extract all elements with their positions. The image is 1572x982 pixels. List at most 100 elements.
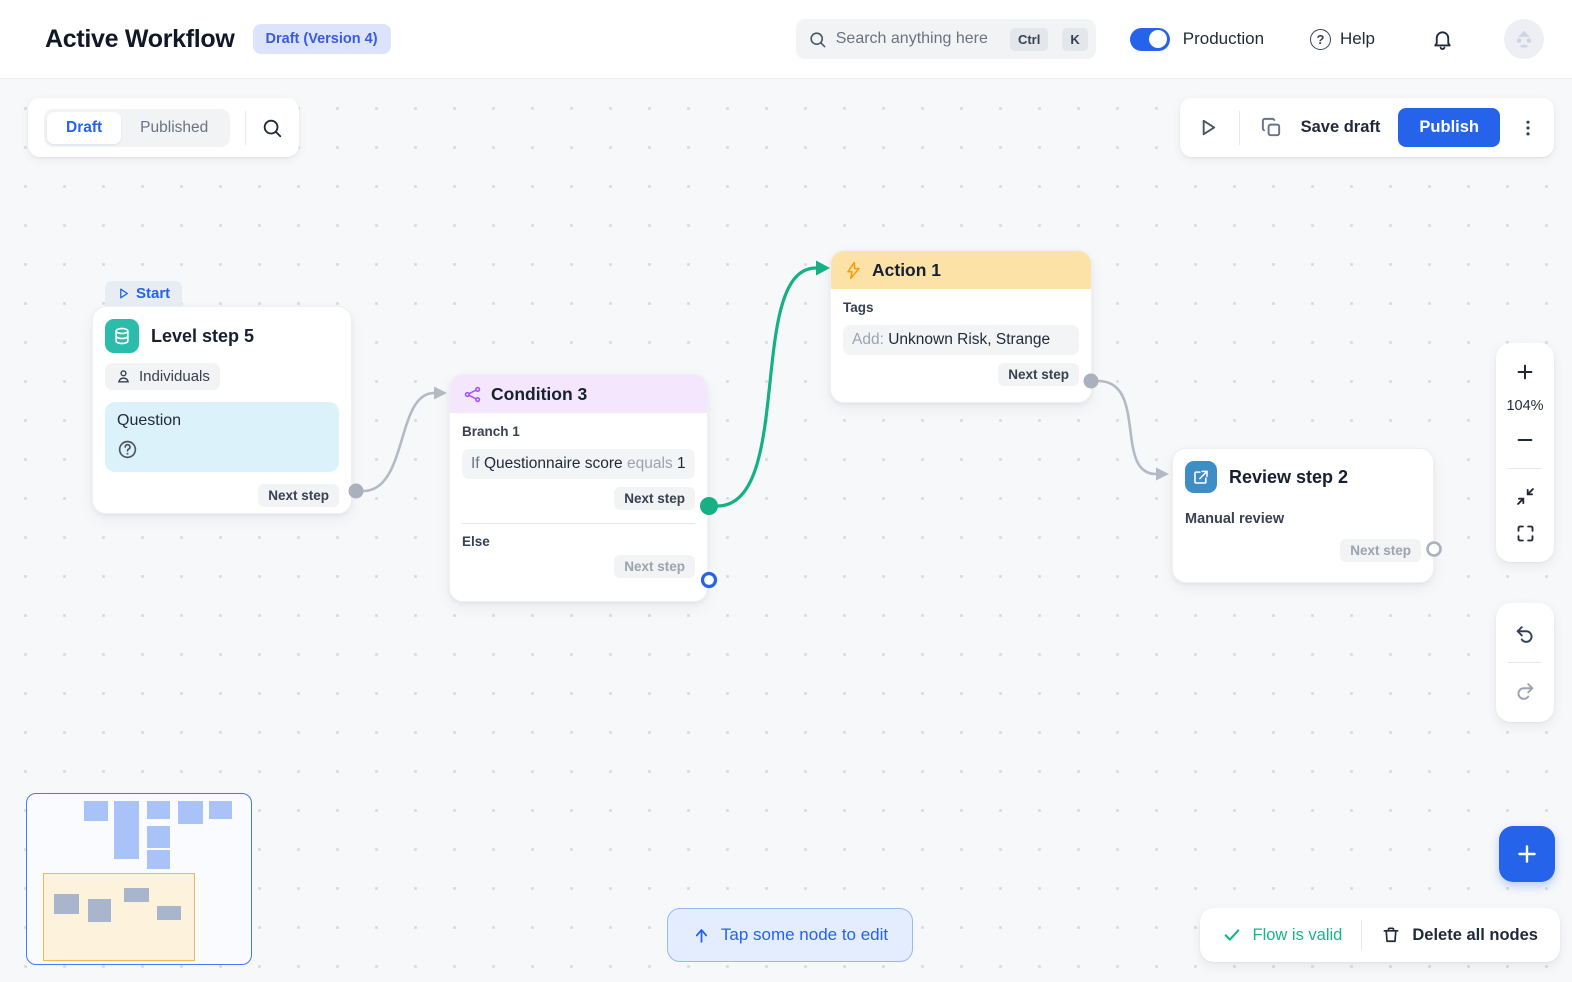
workflow-actions-card: Save draft Publish xyxy=(1179,98,1554,157)
flow-status-bar: Flow is valid Delete all nodes xyxy=(1199,908,1560,962)
divider xyxy=(1361,920,1363,950)
fullscreen-icon[interactable] xyxy=(1515,515,1536,552)
flow-valid-label: Flow is valid xyxy=(1252,925,1343,944)
branch-label: Branch 1 xyxy=(462,424,520,439)
tap-node-hint-button[interactable]: Tap some node to edit xyxy=(667,908,913,962)
node-title: Condition 3 xyxy=(491,383,588,404)
fit-view-icon[interactable] xyxy=(1515,478,1536,515)
branch-next-step-handle[interactable]: Next step xyxy=(614,487,695,510)
minimap-node xyxy=(84,801,108,821)
zoom-controls-panel: 104% xyxy=(1496,343,1554,562)
start-marker: Start xyxy=(105,281,183,310)
global-search-input[interactable]: Search anything here Ctrl K xyxy=(795,19,1096,59)
divider xyxy=(1238,110,1240,145)
review-next-step-handle[interactable]: Next step xyxy=(1340,539,1421,562)
trash-icon xyxy=(1383,927,1399,943)
edge-arrowhead xyxy=(434,386,447,400)
canvas-search-button[interactable] xyxy=(261,117,283,139)
production-toggle[interactable] xyxy=(1129,27,1170,51)
zoom-in-button[interactable] xyxy=(1514,353,1536,391)
minimap-node xyxy=(147,801,170,819)
node-condition[interactable]: Condition 3 Branch 1 If Questionnaire sc… xyxy=(449,374,708,602)
minimap-node xyxy=(114,801,139,859)
shortcut-key-ctrl: Ctrl xyxy=(1009,27,1049,51)
branch-icon xyxy=(464,386,481,402)
flow-valid-status: Flow is valid xyxy=(1222,925,1343,945)
publish-button[interactable]: Publish xyxy=(1398,108,1500,147)
duplicate-button[interactable] xyxy=(1260,116,1283,139)
lightning-bolt-icon xyxy=(847,261,860,279)
workflow-canvas[interactable]: Draft Published Save draft Publish xyxy=(0,79,1572,982)
notifications-bell-icon[interactable] xyxy=(1431,28,1454,51)
else-label: Else xyxy=(462,534,490,549)
minimap-node xyxy=(178,801,203,824)
history-panel xyxy=(1496,603,1554,722)
manual-review-label: Manual review xyxy=(1185,511,1285,527)
node-title: Review step 2 xyxy=(1229,466,1349,487)
minimap-node xyxy=(54,894,79,914)
node-review-step[interactable]: Review step 2 Manual review Next step xyxy=(1172,448,1434,583)
zoom-out-button[interactable] xyxy=(1514,421,1536,459)
else-next-step-handle[interactable]: Next step xyxy=(614,555,695,578)
minimap-node xyxy=(124,888,149,902)
tab-published[interactable]: Published xyxy=(140,118,209,136)
edge-level-to-condition xyxy=(362,391,435,493)
user-avatar[interactable] xyxy=(1504,19,1544,59)
external-link-icon xyxy=(1185,461,1217,493)
edge-condition-to-action xyxy=(716,266,817,508)
help-icon: ? xyxy=(1310,28,1332,50)
arrow-up-icon xyxy=(695,928,707,943)
minimap-node xyxy=(147,850,170,869)
tab-draft[interactable]: Draft xyxy=(47,111,122,144)
avatar-glyph xyxy=(1516,30,1532,48)
help-button[interactable]: ? Help xyxy=(1310,28,1375,50)
minimap-node xyxy=(88,899,111,922)
hint-label: Tap some node to edit xyxy=(720,925,889,944)
delete-all-label: Delete all nodes xyxy=(1412,925,1538,944)
minimap-node xyxy=(209,801,232,819)
delete-all-nodes-button[interactable]: Delete all nodes xyxy=(1381,925,1538,945)
help-label: Help xyxy=(1340,29,1375,48)
next-step-handle[interactable]: Next step xyxy=(258,484,339,507)
divider xyxy=(1508,662,1542,663)
start-play-icon xyxy=(120,288,128,299)
version-badge: Draft (Version 4) xyxy=(252,24,391,54)
save-draft-button[interactable]: Save draft xyxy=(1300,118,1381,136)
edge-action-to-review xyxy=(1097,379,1157,476)
divider xyxy=(245,110,247,145)
tags-label: Tags xyxy=(843,300,874,315)
minimap-viewport[interactable] xyxy=(43,873,195,961)
question-section[interactable]: Question xyxy=(105,402,339,472)
condition-expression-chip[interactable]: If Questionnaire score equals 1 xyxy=(462,449,695,479)
more-options-kebab-icon[interactable] xyxy=(1518,118,1538,138)
environment-label: Production xyxy=(1182,29,1265,48)
action-next-step-handle[interactable]: Next step xyxy=(998,363,1079,386)
minimap[interactable] xyxy=(26,793,252,965)
search-icon xyxy=(808,30,827,49)
node-action[interactable]: Action 1 Tags Add: Unknown Risk, Strange… xyxy=(830,250,1092,403)
divider xyxy=(462,523,695,524)
database-icon xyxy=(105,319,139,353)
app-header: Active Workflow Draft (Version 4) Search… xyxy=(0,0,1572,79)
question-mark-icon xyxy=(118,440,137,459)
page-title: Active Workflow xyxy=(45,24,235,53)
plus-icon xyxy=(1518,845,1536,863)
minimap-node xyxy=(157,906,181,920)
undo-icon[interactable] xyxy=(1514,615,1536,653)
person-icon xyxy=(117,370,130,383)
add-node-fab[interactable] xyxy=(1499,826,1555,882)
shortcut-key-k: K xyxy=(1062,27,1088,51)
view-switcher-card: Draft Published xyxy=(28,98,300,157)
minimap-node xyxy=(147,826,170,848)
check-icon xyxy=(1224,929,1239,941)
edge-arrowhead xyxy=(816,260,830,276)
node-title: Action 1 xyxy=(872,259,942,280)
run-workflow-button[interactable] xyxy=(1196,116,1219,139)
edge-arrowhead xyxy=(1156,467,1169,481)
zoom-level-indicator[interactable]: 104% xyxy=(1506,398,1544,414)
audience-chip: Individuals xyxy=(105,363,220,390)
redo-icon[interactable] xyxy=(1514,672,1536,710)
divider xyxy=(1508,468,1542,469)
tags-chip[interactable]: Add: Unknown Risk, Strange xyxy=(843,325,1079,355)
node-level-step[interactable]: Level step 5 Individuals Question Next s… xyxy=(92,306,352,514)
